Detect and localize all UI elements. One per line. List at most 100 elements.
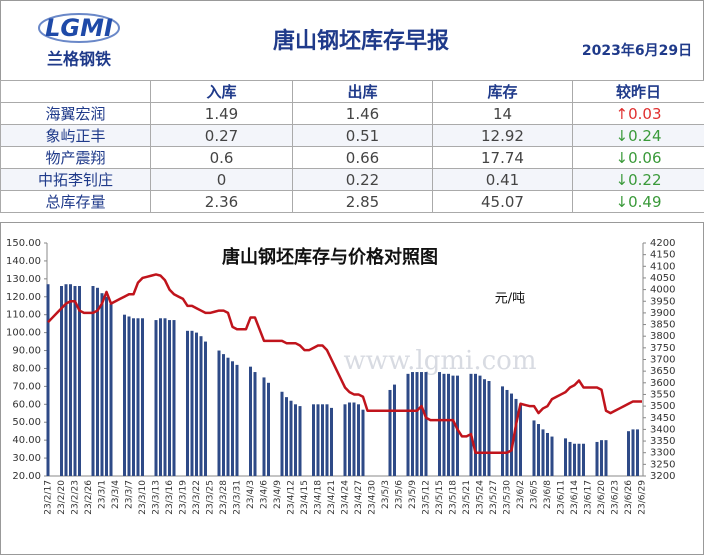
x-tick-label: 23/3/16 <box>165 480 175 515</box>
bar <box>442 373 446 476</box>
bar <box>406 373 410 476</box>
header: LGMI 兰格钢铁 唐山钢坯库存早报 2023年6月29日 <box>0 0 704 81</box>
bar <box>348 402 351 476</box>
bar <box>159 318 162 476</box>
cell: 12.92 <box>432 124 573 147</box>
bar <box>249 366 252 476</box>
y2-tick-label: 3700 <box>650 355 675 366</box>
x-tick-label: 23/3/13 <box>152 480 162 515</box>
bar <box>600 440 603 476</box>
x-tick-label: 23/5/3 <box>381 480 391 509</box>
x-tick-label: 23/4/9 <box>273 480 283 509</box>
bar <box>447 373 450 476</box>
y-tick-label: 80.00 <box>12 363 41 374</box>
x-tick-label: 23/3/7 <box>125 480 135 509</box>
bar <box>195 332 198 476</box>
bar <box>415 372 419 476</box>
bar <box>510 393 513 476</box>
y2-tick-label: 3850 <box>650 320 675 331</box>
row-name: 物产震翔 <box>0 146 151 169</box>
bar <box>91 286 95 476</box>
bar <box>514 398 518 476</box>
bar <box>64 284 68 476</box>
table-row: 中拓李钊庄 0 0.22 0.41 ↓0.22 <box>0 168 704 191</box>
cell: 17.74 <box>432 146 573 169</box>
x-tick-label: 23/4/15 <box>300 480 310 515</box>
x-tick-label: 23/4/12 <box>287 480 297 515</box>
x-tick-label: 23/4/3 <box>246 480 256 509</box>
bar <box>262 377 266 476</box>
bar <box>222 354 225 476</box>
bar <box>487 381 491 476</box>
x-tick-label: 23/4/6 <box>260 480 270 509</box>
corner-cell <box>0 80 151 103</box>
bar <box>564 438 567 476</box>
bar <box>123 314 126 476</box>
bar <box>541 429 545 476</box>
header-row: 入库 出库 库存 较昨日 <box>0 80 704 103</box>
bar <box>321 404 324 476</box>
row-name: 中拓李钊庄 <box>0 168 151 191</box>
table: 入库 出库 库存 较昨日 海翼宏润 1.49 1.46 14 ↑0.03 象屿正丰 0.27 0.5… <box>0 80 704 213</box>
x-tick-label: 23/4/27 <box>354 480 364 515</box>
bar <box>127 316 131 476</box>
unit-label: 元/吨 <box>495 292 525 307</box>
x-tick-label: 23/2/26 <box>84 480 94 515</box>
x-tick-label: 23/3/28 <box>219 480 229 515</box>
x-tick-label: 23/6/20 <box>597 480 607 515</box>
bar <box>136 318 140 476</box>
watermark: www.lgmi.com <box>343 346 536 376</box>
column-header: 入库 <box>150 80 293 103</box>
y2-tick-label: 4100 <box>650 261 675 272</box>
bar <box>141 318 144 476</box>
bar <box>280 391 284 476</box>
bar <box>631 429 635 476</box>
x-tick-label: 23/5/12 <box>422 480 432 515</box>
y2-tick-label: 3550 <box>650 389 675 400</box>
bar <box>438 372 441 476</box>
y2-tick-label: 3250 <box>650 459 675 470</box>
bar <box>217 350 221 476</box>
bar <box>577 443 581 476</box>
y-tick-label: 110.00 <box>6 310 41 321</box>
x-tick-label: 23/6/5 <box>530 480 540 509</box>
bar <box>168 320 171 476</box>
cell: 0.27 <box>150 124 293 147</box>
bar <box>532 420 536 476</box>
x-tick-label: 23/3/25 <box>206 480 216 515</box>
cell: ↓0.06 <box>572 146 704 169</box>
x-tick-label: 23/2/20 <box>57 480 67 515</box>
title: 唐山钢坯库存早报 <box>273 28 449 54</box>
x-tick-label: 23/5/27 <box>489 480 499 515</box>
bar <box>163 318 167 476</box>
x-tick-label: 23/4/18 <box>314 480 324 515</box>
table-row: 物产震翔 0.6 0.66 17.74 ↓0.06 <box>0 146 704 169</box>
cell: ↓0.22 <box>572 168 704 191</box>
x-tick-label: 23/3/22 <box>192 480 202 515</box>
bar <box>550 436 554 476</box>
bar <box>546 432 549 476</box>
table-row: 象屿正丰 0.27 0.51 12.92 ↓0.24 <box>0 124 704 147</box>
header-graphics: LGMI 兰格钢铁 唐山钢坯库存早报 2023年6月29日 <box>38 13 692 69</box>
y2-tick-label: 3500 <box>650 401 675 412</box>
x-tick-label: 23/5/30 <box>503 480 513 515</box>
bar <box>235 364 239 476</box>
bar <box>456 375 459 476</box>
y-tick-label: 90.00 <box>12 346 41 357</box>
y-tick-label: 60.00 <box>12 399 41 410</box>
x-tick-label: 23/2/17 <box>44 480 54 515</box>
cell: 2.85 <box>292 190 433 213</box>
x-tick-label: 23/3/4 <box>111 480 121 509</box>
y2-tick-label: 3600 <box>650 378 675 389</box>
bar <box>294 404 297 476</box>
bar <box>424 372 428 476</box>
y2-tick-label: 3900 <box>650 308 675 319</box>
x-tick-label: 23/6/23 <box>611 480 621 515</box>
bar <box>199 336 203 476</box>
bar <box>231 361 234 476</box>
bar <box>474 373 477 476</box>
bar <box>96 287 99 476</box>
y2-tick-label: 3750 <box>650 343 675 354</box>
x-tick-label: 23/3/19 <box>179 480 189 515</box>
cell: 0.66 <box>292 146 433 169</box>
